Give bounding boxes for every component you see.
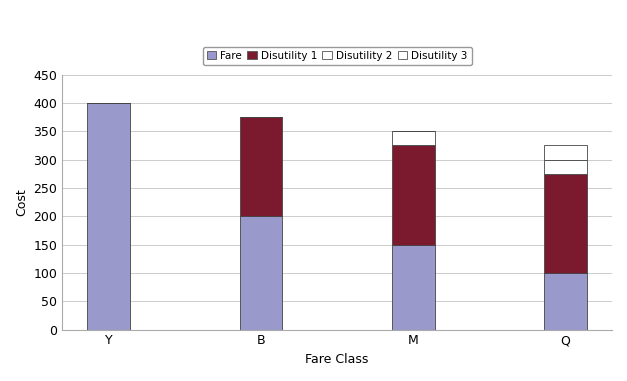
Y-axis label: Cost: Cost (15, 188, 28, 216)
Legend: Fare, Disutility 1, Disutility 2, Disutility 3: Fare, Disutility 1, Disutility 2, Disuti… (203, 46, 472, 65)
Bar (392, 146, 435, 245)
Bar (87, 103, 130, 330)
Bar (544, 174, 587, 273)
Bar (240, 216, 282, 330)
X-axis label: Fare Class: Fare Class (305, 353, 369, 366)
Bar (544, 146, 587, 160)
Bar (392, 245, 435, 330)
Bar (544, 160, 587, 174)
Bar (240, 117, 282, 216)
Bar (544, 273, 587, 330)
Bar (392, 131, 435, 146)
